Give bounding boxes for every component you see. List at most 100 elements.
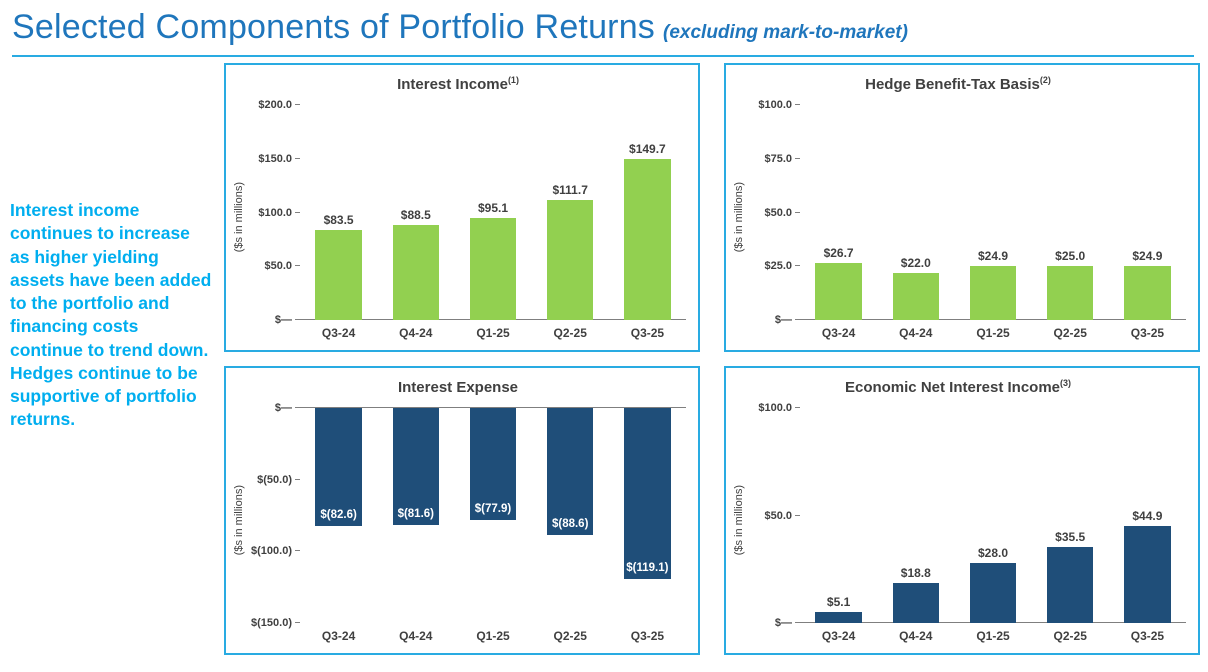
bar-Q3-25 [624,159,671,320]
x-axis-label: Q3-24 [321,629,356,643]
bar-value-label: $(82.6) [320,509,357,522]
x-axis-label: Q3-25 [630,326,665,340]
bar-Q3-24 [315,408,362,527]
y-axis-title: ($s in millions) [233,182,245,253]
y-axis-title-column: ($s in millions) [230,396,248,645]
bar-Q3-24 [315,230,362,320]
x-axis-label: Q3-24 [821,326,856,340]
bar-Q1-25 [469,217,517,320]
chart-panel-interest-expense: Interest Expense ($s in millions) $— $(50… [224,366,700,655]
y-axis: $— $50.0 $100.0 [748,402,800,629]
y-tick-mark [795,319,800,320]
x-axis: Q3-24 Q4-24 Q1-25 Q2-25 Q3-25 [800,320,1186,342]
x-axis: Q3-24 Q4-24 Q1-25 Q2-25 Q3-25 [300,320,686,342]
x-axis-label: Q4-24 [899,629,933,643]
plot-row: $— $25.0 $50.0 $75.0 $100.0 $26.7 $22.0 $24.9 $… [748,99,1186,326]
chart-body: ($s in millions) $— $(50.0) $(100.0) $(150.… [230,396,686,645]
x-axis-label: Q3-25 [1130,629,1165,643]
bar-value-label: $28.0 [977,545,1008,560]
y-tick-label: $50.0 [764,509,792,522]
bar-Q3-24 [815,612,862,623]
y-tick-label: $— [774,617,792,629]
y-tick-label: $50.0 [764,206,792,219]
footnote-ref: (1) [507,75,519,85]
plot-area-wrap: $— $50.0 $100.0 $150.0 $200.0 $83.5 $88.5 $95.… [248,93,686,342]
y-tick-mark [295,211,300,213]
chart-title: Economic Net Interest Income(3) [730,372,1186,396]
plot-area: $5.1 $18.8 $28.0 $35.5 $44.9 [795,407,1186,623]
x-axis-label: Q1-25 [476,629,510,643]
bar-Q1-25 [969,562,1017,623]
bar-value-label: $44.9 [1132,509,1163,524]
y-tick-mark [795,104,800,105]
y-tick-label: $150.0 [258,152,292,165]
x-axis-label: Q2-25 [553,629,587,643]
bar-value-label: $(119.1) [626,561,669,574]
bar-Q4-24 [392,408,439,525]
y-tick-mark [795,157,800,159]
bar-value-label: $88.5 [400,207,431,222]
bar-value-label: $83.5 [323,213,354,228]
x-axis: Q3-24 Q4-24 Q1-25 Q2-25 Q3-25 [300,623,686,645]
bar-value-label: $18.8 [900,565,931,580]
chart-body: ($s in millions) $— $50.0 $100.0 $150.0 $200… [230,93,686,342]
plot-area: $83.5 $88.5 $95.1 $111.7 $149.7 [295,104,686,320]
chart-title-text: Interest Expense [397,379,519,396]
y-tick-label: $100.0 [758,402,792,414]
header-divider [12,55,1194,57]
y-tick-label: $25.0 [764,260,792,273]
y-tick-label: $— [774,314,792,326]
y-tick-label: $(100.0) [251,545,292,558]
chart-title-text: Economic Net Interest Income [844,379,1061,396]
y-tick-mark [295,157,300,159]
x-axis-label: Q1-25 [976,326,1010,340]
commentary-sidebar: Interest income continues to increase as… [0,57,220,661]
x-axis-label: Q2-25 [1053,326,1087,340]
bar-value-label: $149.7 [629,142,666,157]
x-axis-label: Q4-24 [399,326,433,340]
plot-row: $— $50.0 $100.0 $5.1 $18.8 $28.0 $35.5 $44.9 [748,402,1186,629]
y-axis-title: ($s in millions) [733,182,745,253]
bar-value-label: $(81.6) [397,507,434,520]
commentary-text: Interest income continues to increase as… [10,200,212,430]
page-title: Selected Components of Portfolio Returns [12,8,656,46]
chart-panel-interest-income: Interest Income(1) ($s in millions) $— $5… [224,63,700,352]
y-tick-mark [295,478,300,480]
y-tick-label: $200.0 [258,99,292,111]
plot-row: $— $(50.0) $(100.0) $(150.0) $(82.6) $(81.6)… [248,402,686,629]
chart-panel-hedge-benefit: Hedge Benefit-Tax Basis(2) ($s in millio… [724,63,1200,352]
y-tick-label: $50.0 [264,260,292,273]
zero-axis-line [300,407,686,408]
bar-Q4-24 [892,582,939,623]
bar-value-label: $26.7 [823,245,854,260]
bar-value-label: $(77.9) [474,502,512,515]
x-axis-label: Q2-25 [553,326,587,340]
x-axis-label: Q1-25 [476,326,510,340]
y-axis-title-column: ($s in millions) [230,93,248,342]
charts-grid: Interest Income(1) ($s in millions) $— $5… [220,57,1208,661]
bar-value-label: $5.1 [826,595,851,610]
bar-Q1-25 [969,266,1017,320]
bar-value-label: $35.5 [1055,529,1086,544]
page-subtitle: (excluding mark-to-market) [663,22,908,43]
y-axis: $— $(50.0) $(100.0) $(150.0) [248,402,300,629]
y-tick-label: $(150.0) [251,617,292,629]
bar-value-label: $111.7 [552,182,588,197]
main-content: Interest income continues to increase as… [0,57,1208,661]
plot-area: $26.7 $22.0 $24.9 $25.0 $24.9 [795,104,1186,320]
y-tick-mark [795,622,800,623]
x-axis-label: Q3-25 [630,629,665,643]
y-axis: $— $50.0 $100.0 $150.0 $200.0 [248,99,300,326]
plot-area-wrap: $— $(50.0) $(100.0) $(150.0) $(82.6) $(81.6)… [248,396,686,645]
y-tick-mark [295,319,300,320]
chart-title: Interest Expense [230,372,686,396]
bar-value-label: $95.1 [477,200,508,215]
plot-area-wrap: $— $50.0 $100.0 $5.1 $18.8 $28.0 $35.5 $44.9 Q… [748,396,1186,645]
bar-Q2-25 [1047,546,1094,623]
y-tick-label: $— [274,402,292,414]
bar-Q1-25 [469,408,517,520]
chart-title-text: Interest Income [397,76,508,93]
y-tick-mark [295,550,300,552]
x-axis-label: Q3-24 [321,326,356,340]
y-tick-mark [295,622,300,623]
